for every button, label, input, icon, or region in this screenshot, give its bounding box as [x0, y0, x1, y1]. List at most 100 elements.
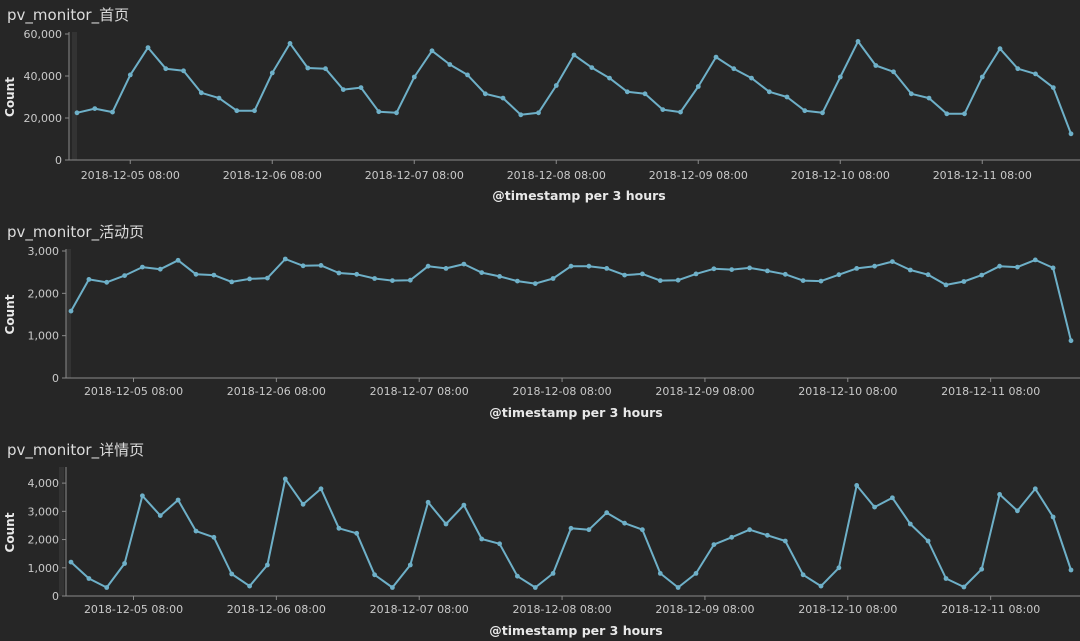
chart-panel-home: pv_monitor_首页 0 20,000 40,000 60,000 2018-12… [0, 4, 1080, 214]
data-point [443, 521, 449, 527]
chart-panel-detail: pv_monitor_详情页 0 1,000 2,000 3,000 4,000 2018… [0, 439, 1080, 641]
y-axis-title: Count [3, 77, 17, 117]
data-point [461, 261, 467, 267]
x-tick-label: 2018-12-09 08:00 [655, 603, 754, 616]
data-point [340, 87, 346, 92]
data-point [997, 492, 1002, 497]
x-tick-label: 2018-12-07 08:00 [365, 169, 464, 182]
x-tick-label: 2018-12-08 08:00 [513, 603, 612, 616]
data-point [693, 571, 699, 576]
data-point [479, 270, 485, 275]
data-point [229, 571, 235, 577]
data-point [553, 83, 559, 88]
data-point [447, 62, 453, 67]
data-point [731, 66, 737, 72]
x-axis-title: @timestamp per 3 hours [489, 623, 662, 638]
data-point [390, 278, 395, 283]
data-point [908, 91, 914, 97]
data-point [640, 527, 645, 533]
y-tick-label: 1,000 [28, 330, 60, 343]
y-axis-title: Count [3, 294, 17, 334]
data-point [354, 530, 360, 536]
data-point [624, 89, 630, 95]
x-tick-label: 2018-12-06 08:00 [227, 603, 326, 616]
data-point [907, 267, 913, 273]
data-point [891, 69, 896, 75]
axis-band [59, 467, 64, 596]
data-point [252, 108, 257, 114]
data-point [657, 278, 663, 283]
data-point [944, 111, 950, 117]
data-point [282, 476, 288, 482]
data-point [282, 256, 288, 262]
data-point [693, 271, 699, 277]
data-point [604, 266, 610, 271]
data-point [394, 110, 399, 116]
x-axis-title: @timestamp per 3 hours [489, 405, 662, 420]
data-point [181, 68, 186, 74]
data-point [157, 513, 163, 518]
data-point [962, 111, 967, 117]
data-point [376, 109, 382, 115]
data-point [890, 495, 895, 501]
data-point [265, 562, 270, 568]
data-point [175, 497, 181, 503]
data-point [747, 527, 752, 533]
data-point [604, 510, 610, 516]
data-point [1050, 85, 1056, 90]
y-tick-label: 0 [52, 372, 59, 385]
y-tick-label: 60,000 [24, 28, 63, 41]
data-point [729, 267, 735, 272]
data-point [854, 266, 860, 271]
data-point [711, 542, 717, 547]
data-point [157, 266, 163, 272]
data-point [216, 95, 222, 101]
data-point [675, 585, 681, 590]
data-point [997, 46, 1003, 52]
data-point [515, 573, 520, 579]
data-point [287, 41, 293, 46]
data-point [300, 263, 306, 269]
data-point [536, 110, 541, 116]
data-point [640, 271, 645, 277]
data-point [607, 75, 612, 81]
data-point [122, 561, 127, 566]
data-point [765, 532, 770, 538]
y-tick-label: 20,000 [24, 112, 63, 125]
x-tick-label: 2018-12-07 08:00 [370, 603, 469, 616]
data-point [836, 272, 842, 278]
x-tick-label: 2018-12-09 08:00 [649, 169, 748, 182]
x-tick-label: 2018-12-05 08:00 [84, 603, 183, 616]
data-point [497, 274, 502, 279]
data-point [979, 74, 985, 80]
x-tick-label: 2018-12-05 08:00 [84, 385, 183, 398]
data-point [657, 571, 663, 576]
data-point [695, 84, 701, 89]
data-point [1015, 66, 1021, 72]
data-point [571, 52, 577, 58]
data-point [515, 278, 520, 284]
data-point [872, 504, 877, 510]
data-point [198, 90, 204, 96]
data-point [390, 585, 395, 590]
data-point [818, 278, 824, 284]
data-point [997, 263, 1002, 269]
data-point [800, 572, 806, 578]
data-point [110, 109, 115, 115]
line-chart-detail: 0 1,000 2,000 3,000 4,000 2018-12-05 08:00 201… [3, 467, 1080, 638]
data-point [925, 538, 931, 544]
data-point [589, 65, 595, 70]
y-tick-label: 1,000 [28, 562, 60, 575]
data-point [269, 70, 275, 76]
x-tick-label: 2018-12-08 08:00 [507, 169, 606, 182]
x-tick-label: 2018-12-10 08:00 [791, 169, 890, 182]
series-line [70, 258, 1072, 341]
data-point [425, 499, 431, 505]
data-point [961, 279, 967, 284]
data-point [854, 483, 860, 488]
x-tick-label: 2018-12-06 08:00 [227, 385, 326, 398]
data-point [300, 501, 306, 507]
data-point [713, 54, 719, 60]
data-point [1015, 508, 1020, 514]
data-point [193, 271, 199, 277]
